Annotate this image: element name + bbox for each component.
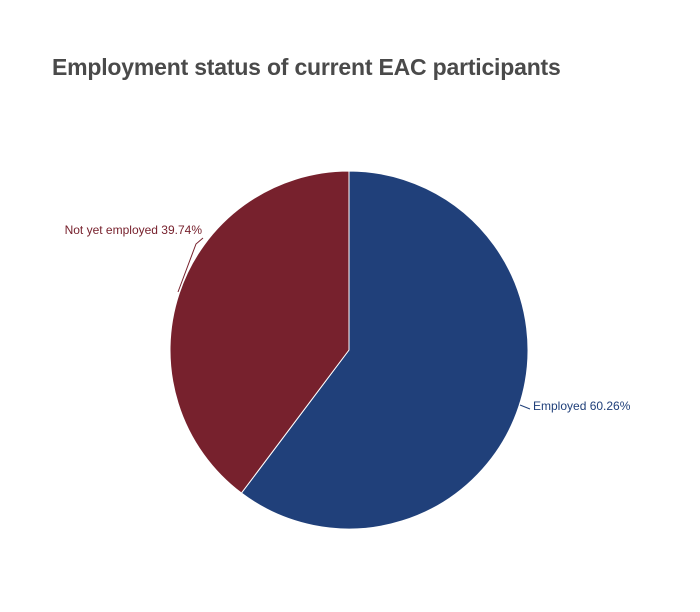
chart-title: Employment status of current EAC partici… [52,54,561,80]
slice-labels: Employed 60.26% Not yet employed 39.74% [65,223,631,413]
pie-slice-employed [240,170,529,530]
leader-line-employed [519,404,531,410]
pie-slices [169,170,529,530]
pie-slice-not-yet-employed [169,170,350,494]
leader-line-not-yet-employed [177,237,204,293]
slice-label-not-yet-employed: Not yet employed 39.74% [65,223,203,237]
leader-lines [177,237,531,410]
slice-label-employed: Employed 60.26% [533,399,631,413]
